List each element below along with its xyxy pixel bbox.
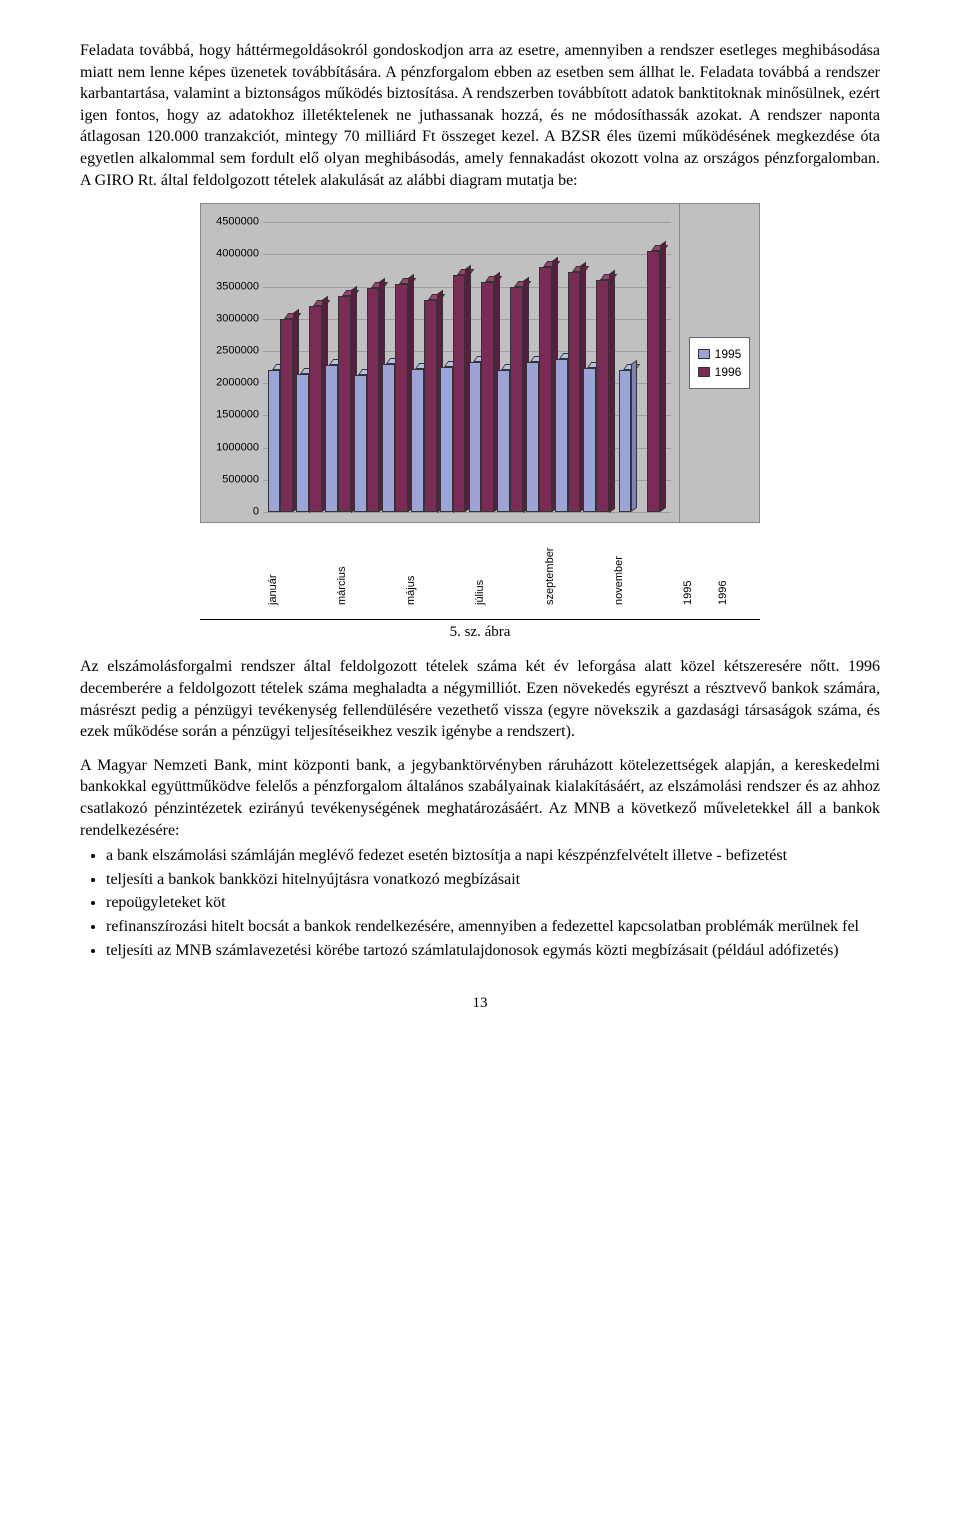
chart-container: 0 500000 1000000 1500000 2000000 2500000 30000… bbox=[200, 203, 760, 607]
x-axis-label: 1995 bbox=[681, 527, 714, 607]
bar-group bbox=[612, 222, 639, 512]
bar-group bbox=[382, 222, 409, 512]
y-axis-label: 500000 bbox=[205, 473, 259, 488]
x-axis-label: január bbox=[266, 527, 299, 607]
bar-1995 bbox=[411, 369, 424, 512]
bar-1996 bbox=[309, 306, 322, 512]
bar-1995 bbox=[325, 365, 338, 512]
legend-label: 1996 bbox=[715, 364, 742, 380]
y-axis-label: 3000000 bbox=[205, 311, 259, 326]
bar-group bbox=[554, 222, 581, 512]
bar-1996 bbox=[367, 288, 380, 512]
list-item: a bank elszámolási számláján meglévő fed… bbox=[106, 845, 880, 867]
swatch-1995-icon bbox=[698, 349, 710, 359]
chart-plot-area: 0 500000 1000000 1500000 2000000 2500000 30000… bbox=[200, 203, 760, 523]
list-item: refinanszírozási hitelt bocsát a bankok … bbox=[106, 916, 880, 938]
x-axis-label bbox=[646, 527, 679, 607]
bar-1995 bbox=[440, 367, 453, 513]
bar-1996 bbox=[481, 282, 494, 512]
bar-1995 bbox=[526, 362, 539, 512]
x-axis-label bbox=[508, 527, 541, 607]
bar-1995 bbox=[469, 362, 482, 512]
bar-1996 bbox=[424, 300, 437, 513]
bar-1996 bbox=[596, 280, 609, 513]
chart-x-axis-labels: január március május július szeptember novemb… bbox=[262, 527, 752, 607]
bar-group bbox=[267, 222, 294, 512]
y-axis-label: 4500000 bbox=[205, 215, 259, 230]
bar-group bbox=[296, 222, 323, 512]
bar-1995 bbox=[268, 370, 281, 512]
chart-legend: 1995 1996 bbox=[679, 204, 759, 522]
x-axis-label bbox=[439, 527, 472, 607]
x-axis-label: május bbox=[404, 527, 437, 607]
x-axis-label bbox=[577, 527, 610, 607]
bar-1995 bbox=[296, 374, 309, 513]
y-axis-label: 2000000 bbox=[205, 376, 259, 391]
paragraph-mnb: A Magyar Nemzeti Bank, mint központi ban… bbox=[80, 755, 880, 841]
y-axis-label: 1500000 bbox=[205, 408, 259, 423]
bar-1996 bbox=[395, 284, 408, 512]
bar-group bbox=[640, 222, 667, 512]
bar-group bbox=[353, 222, 380, 512]
bar-1996 bbox=[338, 296, 351, 513]
y-axis-label: 1000000 bbox=[205, 440, 259, 455]
paragraph-growth: Az elszámolásforgalmi rendszer által fel… bbox=[80, 656, 880, 742]
legend-label: 1995 bbox=[715, 346, 742, 362]
bar-1996 bbox=[539, 267, 552, 512]
bar-group bbox=[411, 222, 438, 512]
bar-1996 bbox=[280, 319, 293, 512]
y-axis-label: 2500000 bbox=[205, 344, 259, 359]
caption-divider bbox=[200, 619, 760, 620]
mnb-operations-list: a bank elszámolási számláján meglévő fed… bbox=[80, 845, 880, 961]
x-axis-label: 1996 bbox=[716, 527, 749, 607]
x-axis-label bbox=[301, 527, 334, 607]
x-axis-label: március bbox=[335, 527, 368, 607]
x-axis-label: szeptember bbox=[543, 527, 576, 607]
x-axis-label: november bbox=[612, 527, 645, 607]
bar-1996 bbox=[453, 275, 466, 512]
chart-caption: 5. sz. ábra bbox=[80, 622, 880, 642]
bars-wrap bbox=[263, 222, 671, 512]
y-axis-label: 0 bbox=[205, 505, 259, 520]
bar-1995 bbox=[382, 364, 395, 512]
list-item: teljesíti az MNB számlavezetési körébe t… bbox=[106, 940, 880, 962]
x-axis-label: július bbox=[473, 527, 506, 607]
bar-group bbox=[324, 222, 351, 512]
bar-1996 bbox=[568, 272, 581, 512]
paragraph-intro: Feladata továbbá, hogy háttérmegoldásokr… bbox=[80, 40, 880, 191]
bar-group bbox=[497, 222, 524, 512]
list-item: teljesíti a bankok bankközi hitelnyújtás… bbox=[106, 869, 880, 891]
bar-group bbox=[439, 222, 466, 512]
bar-1996 bbox=[510, 287, 523, 513]
y-axis-label: 3500000 bbox=[205, 279, 259, 294]
bar-1996 bbox=[647, 251, 660, 512]
list-item: repoügyleteket köt bbox=[106, 892, 880, 914]
bar-1995 bbox=[354, 375, 367, 512]
gridline bbox=[263, 512, 671, 513]
bar-group bbox=[583, 222, 610, 512]
legend-item-1996: 1996 bbox=[698, 364, 742, 380]
bar-1995 bbox=[583, 368, 596, 512]
page-number: 13 bbox=[80, 993, 880, 1013]
bar-1995 bbox=[619, 370, 632, 512]
swatch-1996-icon bbox=[698, 367, 710, 377]
bar-group bbox=[468, 222, 495, 512]
bar-1995 bbox=[555, 359, 568, 512]
legend-item-1995: 1995 bbox=[698, 346, 742, 362]
y-axis-label: 4000000 bbox=[205, 247, 259, 262]
bar-1995 bbox=[497, 370, 510, 512]
x-axis-label bbox=[370, 527, 403, 607]
bar-group bbox=[525, 222, 552, 512]
